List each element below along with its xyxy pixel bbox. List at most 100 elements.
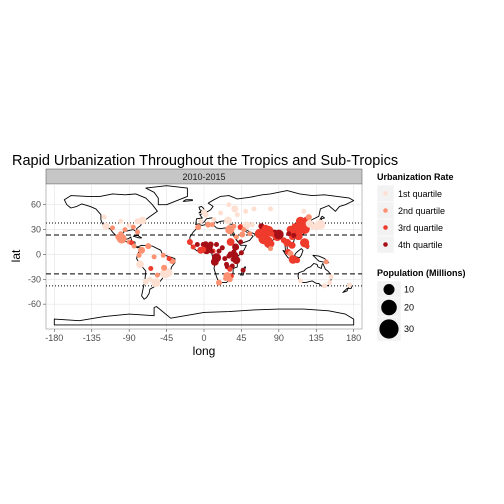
city-point xyxy=(210,222,215,227)
land-outline xyxy=(183,200,192,202)
x-tick-label: -45 xyxy=(160,333,173,343)
city-point xyxy=(231,257,236,262)
color-legend-swatch xyxy=(383,225,388,230)
city-point xyxy=(152,254,157,259)
city-point xyxy=(239,250,244,255)
city-point xyxy=(239,232,245,238)
city-point xyxy=(268,231,274,237)
x-tick-label: 135 xyxy=(309,333,324,343)
city-point xyxy=(235,212,240,217)
city-point xyxy=(226,254,231,259)
city-point xyxy=(301,209,306,214)
city-point xyxy=(203,212,209,218)
city-point xyxy=(224,217,232,225)
city-point xyxy=(118,219,123,224)
x-tick-label: 45 xyxy=(236,333,246,343)
size-legend-circle xyxy=(384,284,395,295)
city-point xyxy=(286,231,291,236)
color-legend-swatch xyxy=(383,208,388,213)
size-legend-label: 30 xyxy=(404,324,414,334)
city-point xyxy=(231,205,238,212)
city-point xyxy=(167,256,172,261)
city-point xyxy=(191,245,196,250)
x-axis-title: long xyxy=(193,344,216,358)
x-tick-label: 0 xyxy=(201,333,206,343)
city-point xyxy=(203,241,208,246)
city-point xyxy=(268,206,273,211)
x-tick-label: 180 xyxy=(346,333,361,343)
city-point xyxy=(238,240,243,245)
city-point xyxy=(147,277,152,282)
city-point xyxy=(298,278,303,283)
city-point xyxy=(136,261,144,269)
city-point xyxy=(139,217,147,225)
y-axis-title: lat xyxy=(9,249,23,262)
size-legend-circle xyxy=(379,319,398,338)
city-point xyxy=(195,224,201,230)
city-point xyxy=(306,214,312,220)
city-point xyxy=(223,276,228,281)
city-point xyxy=(161,265,167,271)
x-tick-label: -90 xyxy=(123,333,136,343)
color-legend-label: 3rd quartile xyxy=(398,223,443,233)
city-point xyxy=(155,273,160,278)
city-point xyxy=(214,242,219,247)
city-point xyxy=(208,242,214,248)
city-point xyxy=(324,259,329,264)
x-tick-label: 90 xyxy=(274,333,284,343)
city-point xyxy=(132,244,137,249)
city-point xyxy=(265,237,272,244)
size-legend-circle xyxy=(381,300,397,316)
city-point xyxy=(102,223,109,230)
city-point xyxy=(289,242,296,249)
city-point xyxy=(291,233,296,238)
city-point xyxy=(131,225,136,230)
city-point xyxy=(232,244,239,251)
city-point xyxy=(231,224,236,229)
city-point xyxy=(148,266,153,271)
city-point xyxy=(262,232,268,238)
city-point xyxy=(145,243,151,249)
city-point xyxy=(135,230,140,235)
city-point xyxy=(227,267,232,272)
color-legend-swatch xyxy=(383,191,388,196)
facet-label: 2010-2015 xyxy=(182,172,225,182)
city-point xyxy=(220,245,225,250)
city-point xyxy=(295,222,301,228)
city-point xyxy=(200,247,206,253)
city-point xyxy=(347,283,352,288)
city-point xyxy=(123,227,128,232)
color-legend-label: 1st quartile xyxy=(398,189,442,199)
color-legend-label: 4th quartile xyxy=(398,240,443,250)
y-tick-label: 60 xyxy=(31,200,41,210)
city-point xyxy=(294,257,300,263)
color-legend: Urbanization Rate 1st quartile2nd quarti… xyxy=(377,172,454,253)
city-point xyxy=(226,202,231,207)
size-legend-label: 20 xyxy=(404,303,414,313)
y-tick-label: -60 xyxy=(28,299,41,309)
y-axis: 60 30 0 -30 -60 xyxy=(28,200,46,309)
city-point xyxy=(102,215,107,220)
city-point xyxy=(329,274,334,279)
x-axis: -180 -135 -90 -45 0 45 90 135 180 xyxy=(45,329,361,343)
city-point xyxy=(212,217,217,222)
city-point xyxy=(250,222,255,227)
y-tick-label: -30 xyxy=(28,274,41,284)
city-point xyxy=(234,235,239,240)
y-tick-label: 0 xyxy=(36,249,41,259)
city-point xyxy=(231,249,236,254)
x-tick-label: -135 xyxy=(83,333,101,343)
city-point xyxy=(211,258,219,266)
city-point xyxy=(247,231,252,236)
city-point xyxy=(216,280,222,286)
city-point xyxy=(241,227,246,232)
size-legend-label: 10 xyxy=(404,285,414,295)
city-point xyxy=(243,209,248,214)
size-legend: Population (Millions) 10 20 30 xyxy=(377,268,466,341)
city-point xyxy=(137,253,142,258)
city-point xyxy=(151,278,160,287)
city-point xyxy=(268,246,273,251)
city-point xyxy=(218,211,223,216)
y-tick-label: 30 xyxy=(31,225,41,235)
